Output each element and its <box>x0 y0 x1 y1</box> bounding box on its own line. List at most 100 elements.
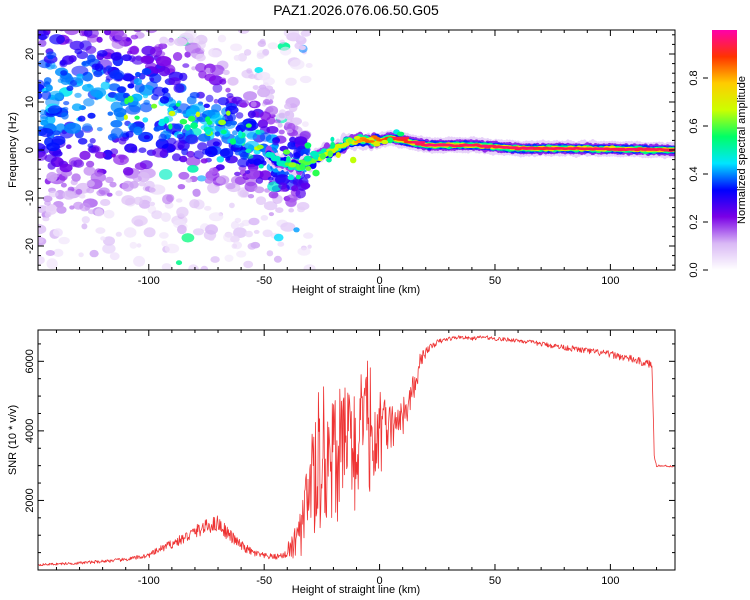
ridge-core <box>510 146 519 150</box>
noise-blob <box>115 190 123 197</box>
noise-blob <box>200 265 209 270</box>
bright-blob <box>238 130 243 138</box>
noise-blob <box>262 99 271 105</box>
y-tick-label: -20 <box>24 238 36 254</box>
noise-blob <box>273 255 282 263</box>
noise-blob <box>127 83 135 89</box>
bright-blob <box>151 103 158 109</box>
noise-blob <box>164 13 174 22</box>
noise-blob <box>94 30 96 31</box>
noise-blob <box>210 256 220 263</box>
noise-blob <box>286 200 297 208</box>
noise-blob <box>46 171 58 182</box>
noise-blob <box>185 134 199 145</box>
colorbar: 0.0 0.2 0.4 0.6 0.8 Normalized spectral ampl… <box>688 30 748 278</box>
noise-blob <box>59 163 73 173</box>
noise-blob <box>83 98 95 107</box>
colorbar-tick-label: 0.4 <box>688 166 700 181</box>
noise-blob <box>283 30 300 38</box>
noise-blob <box>225 182 236 190</box>
noise-blob <box>257 87 271 98</box>
snr-y-ticks: 2000 4000 6000 <box>24 343 675 554</box>
noise-blob <box>284 103 291 110</box>
noise-blob <box>176 206 189 218</box>
noise-blob <box>184 51 191 58</box>
noise-blob <box>262 229 273 238</box>
noise-blob <box>256 71 271 81</box>
noise-blob <box>130 13 140 22</box>
noise-blob <box>302 121 309 127</box>
noise-blob <box>59 59 68 68</box>
noise-blob <box>265 106 274 113</box>
snr-series-line <box>38 335 675 567</box>
noise-blob <box>121 54 132 62</box>
noise-blob <box>179 155 188 163</box>
noise-blob <box>233 54 241 61</box>
bright-blob <box>190 122 199 129</box>
noise-blob <box>50 64 58 70</box>
noise-blob <box>201 9 209 17</box>
bright-blob <box>205 116 211 123</box>
noise-blob <box>45 19 55 25</box>
x-tick-label: 50 <box>489 275 501 287</box>
ridge-segment <box>356 139 364 142</box>
noise-blob <box>244 170 251 174</box>
noise-blob <box>231 243 238 249</box>
noise-blob <box>215 164 225 171</box>
noise-blob <box>122 167 134 176</box>
y-tick-label: -10 <box>24 190 36 206</box>
bright-blob <box>387 137 394 144</box>
noise-blob <box>114 32 128 41</box>
noise-blob <box>124 143 138 153</box>
colorbar-ticks: 0.0 0.2 0.4 0.6 0.8 <box>688 70 708 278</box>
noise-blob <box>213 98 219 104</box>
noise-blob <box>71 173 81 182</box>
noise-blob <box>49 34 65 45</box>
noise-blob <box>297 206 306 213</box>
noise-blob <box>46 258 58 270</box>
noise-blob <box>62 190 76 200</box>
noise-blob <box>244 181 258 192</box>
noise-blob <box>111 39 125 50</box>
bright-blob <box>319 153 326 160</box>
noise-blob <box>121 195 136 206</box>
noise-blob <box>211 104 222 113</box>
noise-blob <box>110 120 123 128</box>
noise-blob <box>78 252 84 258</box>
noise-blob <box>255 177 264 184</box>
noise-blob <box>237 53 247 62</box>
noise-blob <box>247 194 255 199</box>
bright-blob <box>230 138 236 145</box>
noise-blob <box>68 55 77 63</box>
noise-blob <box>284 110 291 117</box>
noise-blob <box>175 198 183 203</box>
noise-blob <box>106 192 113 197</box>
noise-blob <box>105 65 113 72</box>
noise-blob <box>173 83 185 93</box>
noise-blob <box>238 222 245 228</box>
noise-blob <box>79 150 91 160</box>
noise-blob <box>243 91 257 101</box>
bright-blob <box>134 115 140 120</box>
noise-blob <box>109 69 125 80</box>
noise-blob <box>85 45 97 55</box>
noise-blob <box>100 81 111 90</box>
noise-blob <box>89 249 99 258</box>
noise-blob <box>145 30 158 34</box>
noise-blob <box>160 212 171 222</box>
noise-blob <box>45 250 55 256</box>
noise-blob <box>86 160 95 168</box>
noise-blob <box>47 105 63 115</box>
noise-blob <box>253 85 259 90</box>
x-tick-label: -50 <box>256 275 272 287</box>
noise-blob <box>38 151 48 161</box>
noise-blob <box>191 66 197 71</box>
noise-blob <box>204 205 212 211</box>
noise-blob <box>300 182 311 189</box>
noise-blob <box>74 92 82 98</box>
noise-blob <box>142 117 149 123</box>
bright-blob <box>286 156 291 163</box>
noise-blob <box>239 189 248 198</box>
noise-blob <box>262 48 270 56</box>
